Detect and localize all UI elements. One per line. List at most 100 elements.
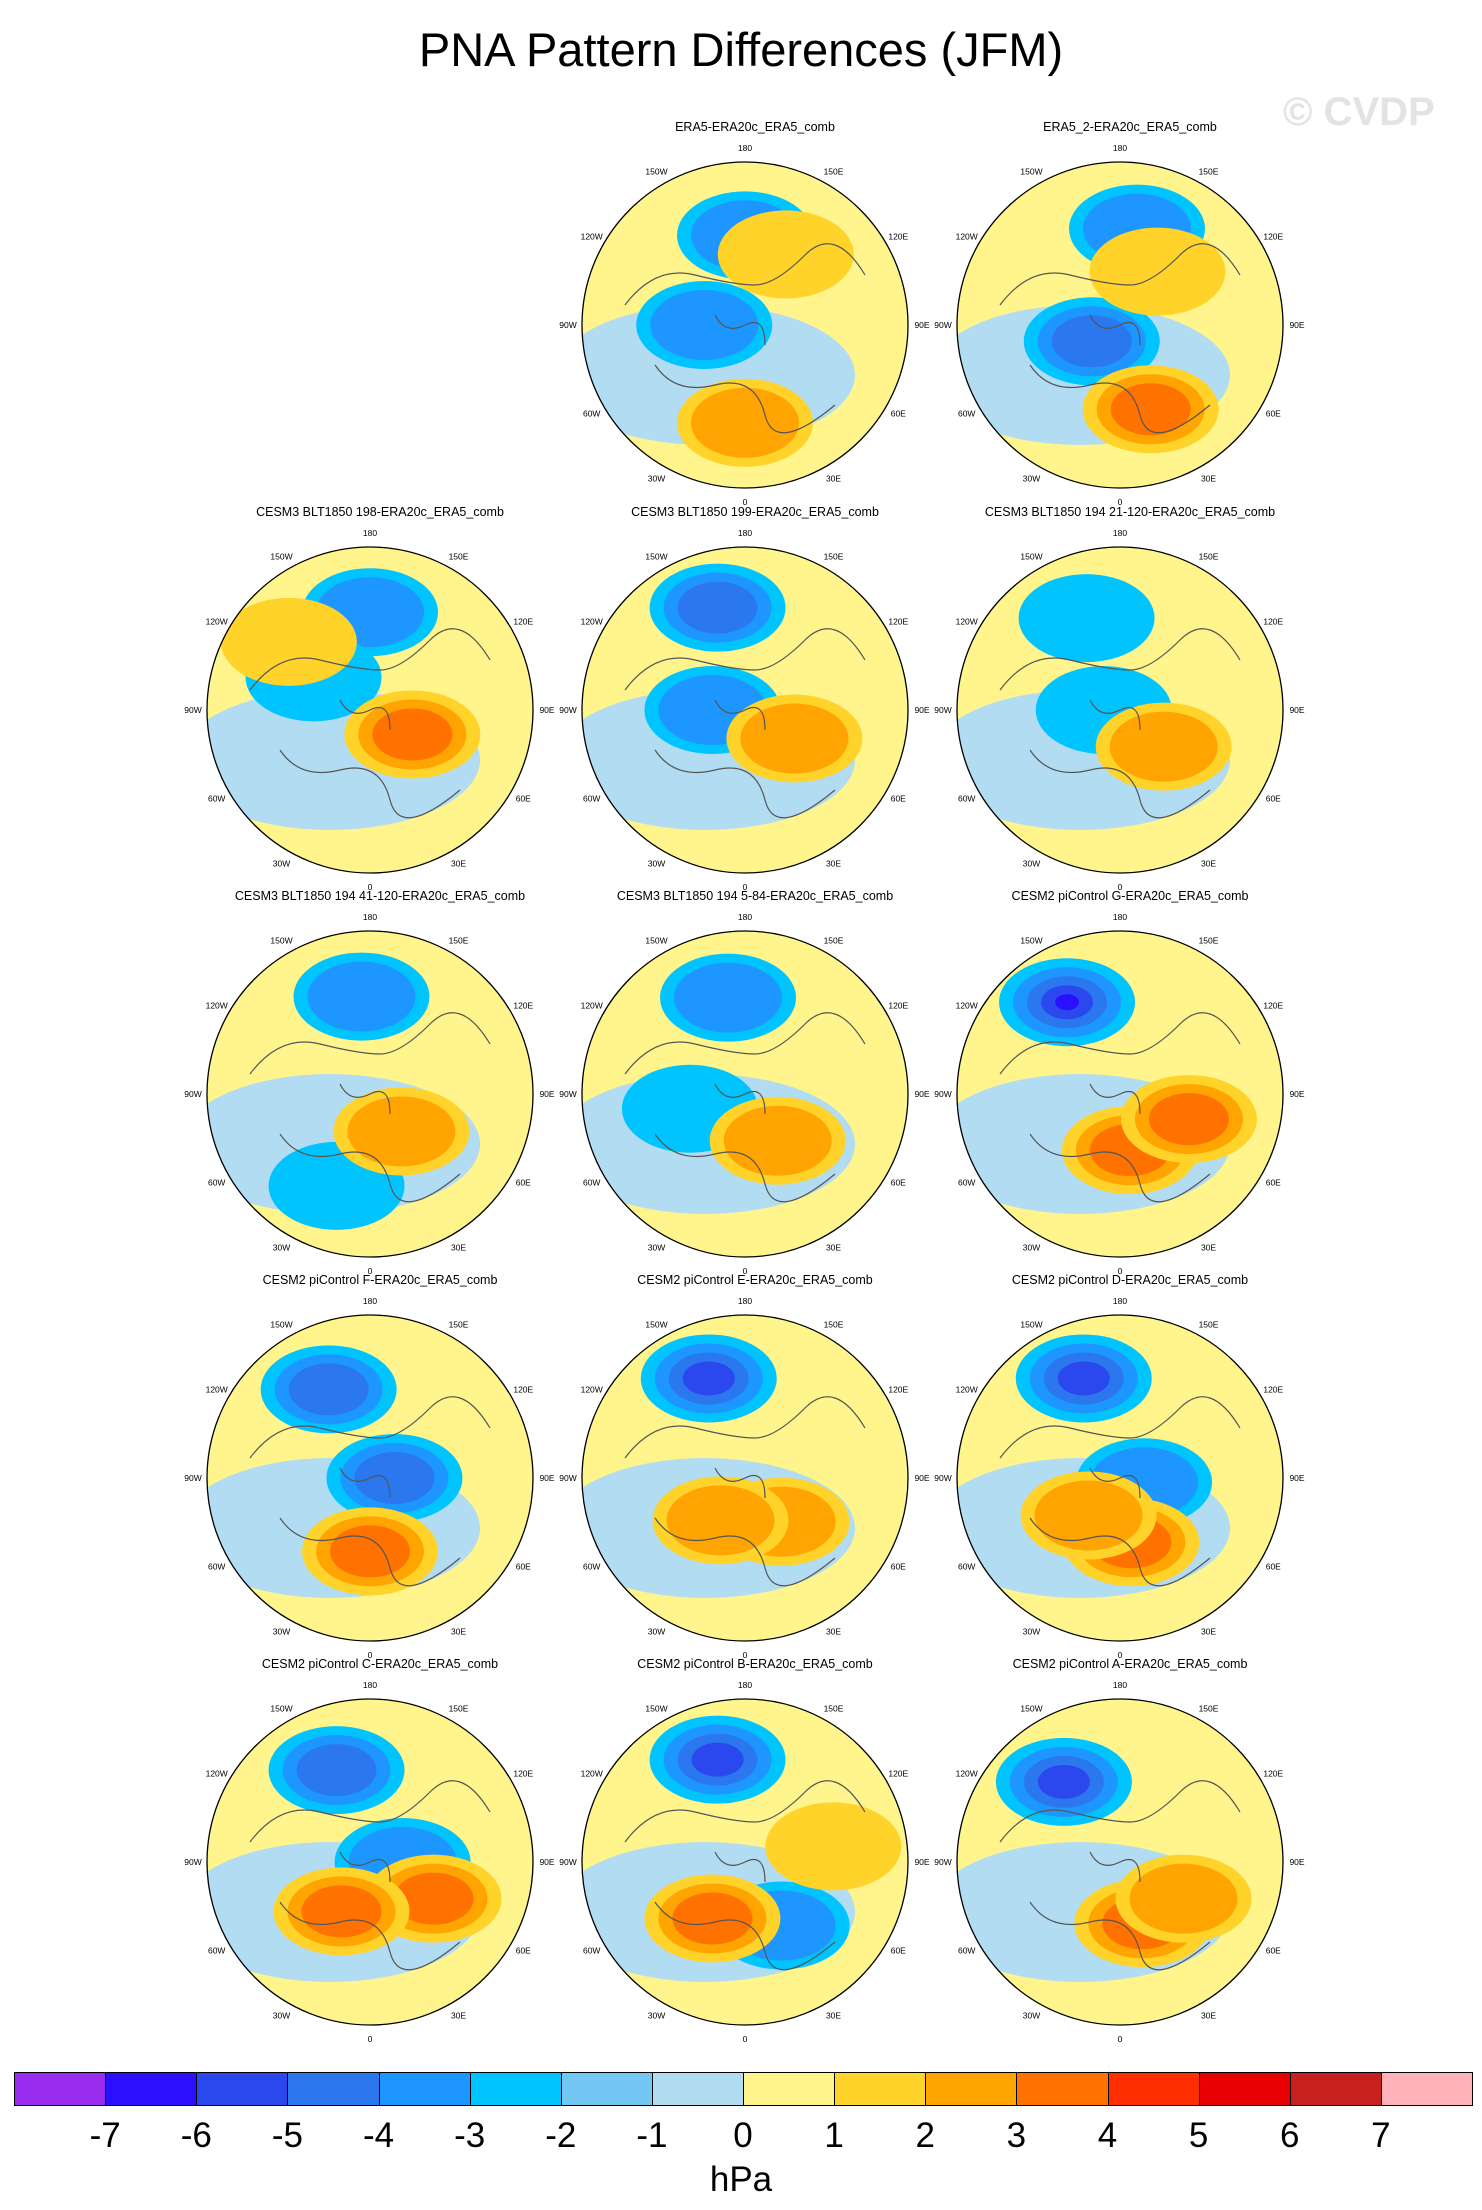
high-center-level-3 (301, 1885, 382, 1938)
longitude-label: 60E (516, 1946, 531, 1956)
longitude-label: 30W (648, 1626, 665, 1636)
longitude-label: 150E (1199, 167, 1219, 177)
longitude-label: 120W (206, 1769, 228, 1779)
map-panel: CESM2 piControl G-ERA20c_ERA5_comb 180 150… (934, 889, 1320, 1276)
longitude-label: 150E (449, 1704, 469, 1714)
high-center-level-2 (1129, 1863, 1238, 1934)
high-center-level-2 (1034, 1480, 1143, 1551)
longitude-label: 150W (1020, 1320, 1042, 1330)
map-boundary (581, 1698, 909, 2026)
longitude-label: 90W (559, 320, 576, 330)
coastline (624, 628, 866, 819)
polar-map: 180 150E 120E 90E 60E 30E 0 30W 60W 90W 120W 150W (559, 1296, 930, 1660)
longitude-label: 60E (891, 1946, 906, 1956)
longitude-label: 30E (1201, 473, 1216, 483)
colorbar-units: hPa (709, 2160, 773, 2199)
polar-map: 180 150E 120E 90E 60E 30E 0 30W 60W 90W 120W 150W (559, 143, 930, 507)
map-boundary (956, 1314, 1284, 1642)
longitude-label: 30W (648, 473, 665, 483)
longitude-label: 60W (958, 1946, 975, 1956)
longitude-label: 60W (958, 1178, 975, 1188)
colorbar-tick-label: -1 (636, 2116, 668, 2155)
longitude-label: 30E (451, 2010, 466, 2020)
longitude-label: 180 (738, 143, 752, 153)
longitude-label: 30E (451, 1242, 466, 1252)
colorbar-tick-label: -6 (180, 2116, 212, 2155)
longitude-label: 90W (934, 1089, 951, 1099)
low-center-level-3 (1051, 315, 1132, 368)
low-center-level-3 (354, 1452, 435, 1504)
coastline (999, 1780, 1241, 1971)
colorbar-box (14, 2072, 107, 2106)
longitude-label: 120W (956, 1769, 978, 1779)
longitude-label: 90W (934, 705, 951, 715)
high-center-level-2 (723, 1105, 832, 1176)
panel-title: ERA5_2-ERA20c_ERA5_comb (1043, 120, 1217, 134)
longitude-label: 90W (934, 1473, 951, 1483)
longitude-label: 60W (208, 1178, 225, 1188)
map-panel: CESM2 piControl B-ERA20c_ERA5_comb 180 150… (559, 1657, 945, 2044)
longitude-label: 0 (368, 882, 373, 892)
colorbar-box (1107, 2072, 1200, 2106)
map-panel: CESM3 BLT1850 194 5-84-ERA20c_ERA5_comb 1… (559, 889, 945, 1276)
high-center-level-3 (330, 1525, 410, 1578)
low-center-level-2 (650, 290, 759, 360)
polar-map: 180 150E 120E 90E 60E 30E 0 30W 60W 90W 120W 150W (184, 1680, 555, 2044)
colorbar-box (743, 2072, 836, 2106)
longitude-label: 180 (1113, 1296, 1127, 1306)
colorbar-box (560, 2072, 653, 2106)
polar-map: 180 150E 120E 90E 60E 30E 0 30W 60W 90W 120W 150W (184, 1296, 555, 1660)
longitude-label: 30E (826, 858, 841, 868)
map-boundary (581, 161, 909, 489)
longitude-label: 60E (1266, 794, 1281, 804)
longitude-label: 90W (559, 1473, 576, 1483)
longitude-label: 150E (449, 936, 469, 946)
panel-title: CESM3 BLT1850 194 5-84-ERA20c_ERA5_comb (616, 889, 894, 903)
map-boundary (581, 1314, 909, 1642)
longitude-label: 150W (1020, 167, 1042, 177)
panel-title: CESM2 piControl E-ERA20c_ERA5_comb (637, 1273, 873, 1287)
longitude-label: 30W (648, 1242, 665, 1252)
longitude-label: 90W (184, 1473, 201, 1483)
colorbar-tick-label: 3 (1006, 2116, 1027, 2155)
longitude-label: 30E (826, 473, 841, 483)
colorbar-tick-label: -2 (545, 2116, 577, 2155)
longitude-label: 120E (1263, 232, 1283, 242)
longitude-label: 120E (888, 617, 908, 627)
longitude-label: 90W (559, 705, 576, 715)
longitude-label: 0 (743, 1266, 748, 1276)
colorbar-box (651, 2072, 744, 2106)
map-panel: ERA5_2-ERA20c_ERA5_comb 180 150E 120E 90E 60E… (934, 120, 1320, 507)
map-panel: CESM2 piControl F-ERA20c_ERA5_comb 180 150… (184, 1273, 570, 1660)
low-center-level-4 (691, 1742, 744, 1777)
longitude-label: 180 (1113, 143, 1127, 153)
low-center-level-5 (1055, 994, 1080, 1011)
polar-map: 180 150E 120E 90E 60E 30E 0 30W 60W 90W 120W 150W (934, 528, 1305, 892)
longitude-label: 90E (914, 705, 929, 715)
longitude-label: 180 (363, 1296, 377, 1306)
longitude-label: 30W (273, 1626, 290, 1636)
longitude-label: 120W (581, 1769, 603, 1779)
longitude-label: 60W (583, 794, 600, 804)
longitude-label: 60W (958, 1562, 975, 1572)
longitude-label: 60E (1266, 409, 1281, 419)
longitude-label: 150E (824, 1704, 844, 1714)
longitude-label: 150E (1199, 1704, 1219, 1714)
map-panel: ERA5-ERA20c_ERA5_comb 180 150E 120E 90E 60E 30… (559, 120, 945, 507)
low-center-level-4 (1057, 1361, 1110, 1396)
high-center-level-3 (372, 708, 453, 761)
high-center-level-3 (393, 1872, 474, 1925)
longitude-label: 30W (1023, 1626, 1040, 1636)
panel-title: CESM2 piControl G-ERA20c_ERA5_comb (1011, 889, 1249, 903)
high-center-level-2 (1109, 711, 1218, 782)
longitude-label: 90E (539, 705, 554, 715)
coastline (249, 628, 491, 819)
colorbar-tick-label: -3 (454, 2116, 486, 2155)
longitude-label: 150E (824, 936, 844, 946)
longitude-label: 30W (648, 858, 665, 868)
colorbar-box (287, 2072, 380, 2106)
longitude-label: 0 (1118, 882, 1123, 892)
longitude-label: 150E (449, 552, 469, 562)
map-boundary (581, 930, 909, 1258)
coastline (624, 1396, 866, 1587)
